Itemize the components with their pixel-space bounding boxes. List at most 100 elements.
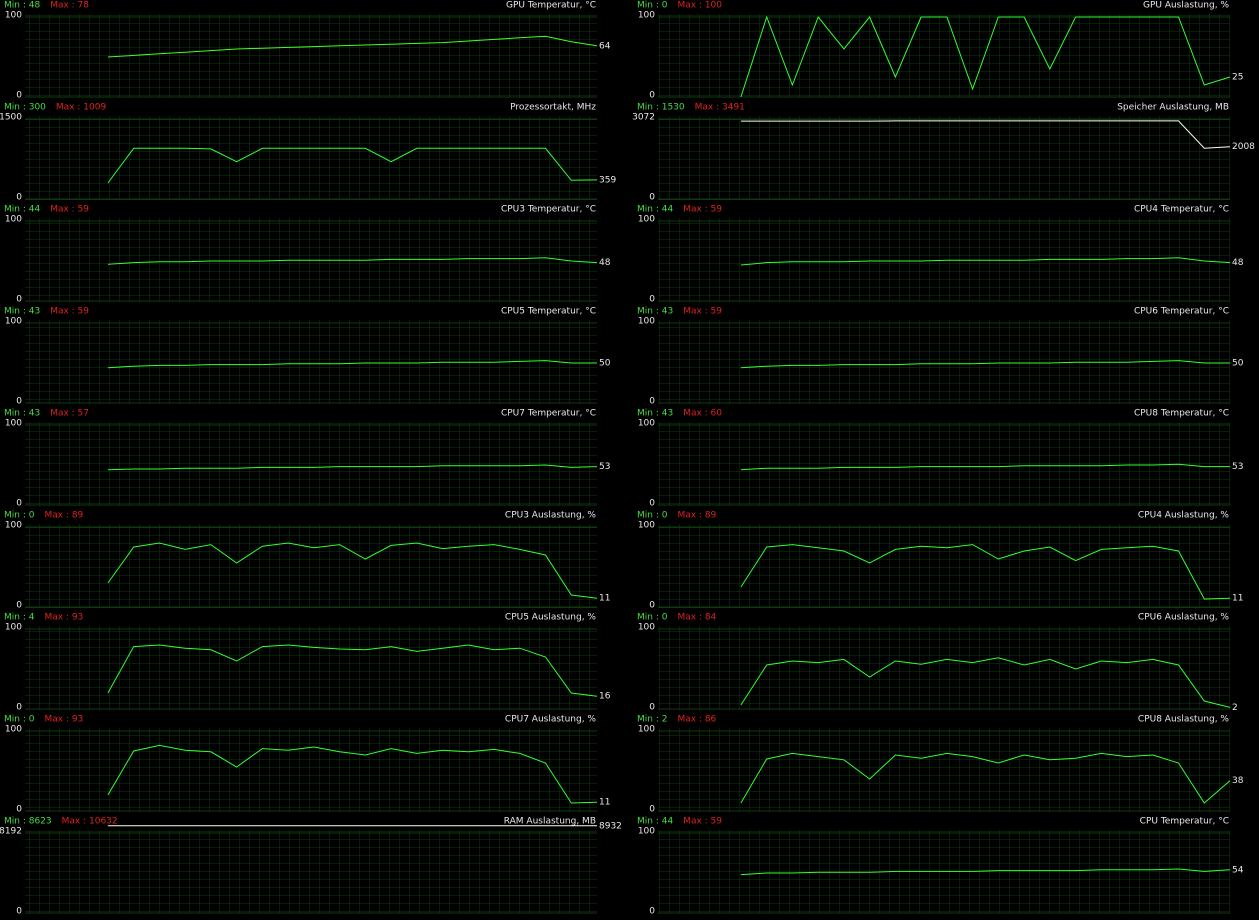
max-label: Max : 86 [677,715,716,725]
max-label: Max : 60 [683,409,722,419]
panel-title: CPU3 Auslastung, % [505,511,597,521]
plot-area [658,524,1230,608]
panel-title: GPU Auslastung, % [1143,1,1229,11]
current-value: 53 [1232,462,1243,472]
plot-area [658,626,1230,710]
min-label: Min : 0 [4,715,35,725]
y-tick-label: 100 [5,623,22,633]
current-value: 54 [1232,865,1244,875]
plot-area [658,422,1230,506]
series-line [107,147,598,184]
current-value: 16 [599,692,611,702]
panel-title: Prozessortakt, MHz [510,103,596,113]
max-label: Max : 57 [50,409,89,419]
plot-area [658,116,1230,200]
min-label: Min : 0 [637,511,668,521]
y-tick-label: 0 [649,91,655,101]
y-tick-label: 0 [649,703,655,713]
current-value: 50 [599,359,611,369]
plot-area [658,728,1230,812]
min-label: Min : 300 [4,103,46,113]
y-tick-label: 0 [649,295,655,305]
min-label: Min : 43 [637,409,673,419]
min-label: Min : 43 [4,409,40,419]
current-value: 2008 [1232,142,1255,152]
current-value: 50 [1232,359,1244,369]
min-label: Min : 2 [637,715,667,725]
y-tick-label: 100 [5,725,22,735]
series-line [107,464,598,471]
y-tick-label: 0 [649,601,655,611]
panel-title: CPU5 Temperatur, °C [501,307,596,317]
max-label: Max : 59 [50,307,89,317]
y-tick-label: 100 [638,623,655,633]
plot-area [25,14,597,98]
min-label: Min : 8623 [4,817,52,827]
min-label: Min : 0 [4,511,35,521]
min-label: Min : 43 [4,307,40,317]
current-value: 38 [1232,776,1244,786]
series-line [107,644,598,697]
min-label: Min : 44 [637,817,673,827]
panel-title: CPU5 Auslastung, % [505,613,597,623]
y-tick-label: 0 [16,703,22,713]
plot-area [25,728,597,812]
panel-title: CPU Temperatur, °C [1140,817,1229,827]
y-tick-label: 3072 [632,113,655,123]
series-line [740,868,1231,876]
min-label: Min : 0 [637,1,668,11]
plot-area [658,14,1230,98]
y-tick-label: 0 [649,805,655,815]
series-line [107,257,598,265]
y-tick-label: 0 [16,397,22,407]
max-label: Max : 89 [44,511,83,521]
y-tick-label: 0 [16,91,22,101]
y-tick-label: 0 [16,601,22,611]
series-line [740,544,1231,600]
panel-title: GPU Temperatur, °C [506,1,596,11]
current-value: 11 [599,798,610,808]
series-line [740,120,1231,149]
series-line [740,463,1230,471]
max-label: Max : 59 [683,205,722,215]
min-label: Min : 43 [637,307,673,317]
max-label: Max : 1009 [56,103,107,113]
min-label: Min : 1530 [637,103,685,113]
panel-title: CPU6 Temperatur, °C [1134,307,1229,317]
max-label: Max : 100 [677,1,722,11]
min-label: Min : 0 [637,613,668,623]
panel-title: CPU4 Temperatur, °C [1134,205,1229,215]
y-tick-label: 1500 [0,113,22,123]
series-line [107,360,597,369]
panel-title: CPU7 Auslastung, % [505,715,597,725]
y-tick-label: 8192 [0,827,22,837]
plot-area [25,830,597,914]
max-label: Max : 59 [683,307,722,317]
plot-area [658,830,1230,914]
min-label: Min : 44 [4,205,40,215]
min-label: Min : 48 [4,1,40,11]
y-tick-label: 100 [638,215,655,225]
series-line [740,657,1231,708]
panel-title: CPU3 Temperatur, °C [501,205,596,215]
y-tick-label: 100 [5,11,22,21]
y-tick-label: 0 [649,907,655,917]
plot-area [25,422,597,506]
current-value: 48 [599,258,611,268]
y-tick-label: 0 [16,295,22,305]
current-value: 25 [1232,73,1243,83]
y-tick-label: 100 [5,521,22,531]
y-tick-label: 100 [638,317,655,327]
max-label: Max : 10632 [62,817,118,827]
panel-title: Speicher Auslastung, MB [1117,103,1229,113]
current-value: 53 [599,462,610,472]
max-label: Max : 59 [50,205,89,215]
panel-title: CPU4 Auslastung, % [1138,511,1230,521]
series-line [740,360,1230,369]
series-line [107,542,598,599]
max-label: Max : 3491 [695,103,745,113]
series-line [107,744,598,804]
max-label: Max : 84 [677,613,716,623]
current-value: 64 [599,41,611,51]
